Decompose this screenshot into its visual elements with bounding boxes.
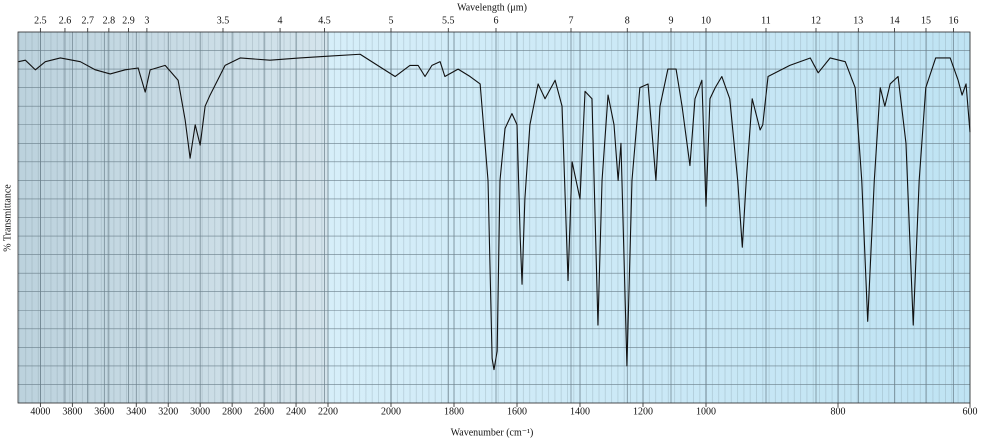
x-tick-label: 4000 <box>30 406 50 417</box>
x2-tick-label: 5.5 <box>442 15 455 26</box>
x-tick-label: 1200 <box>633 406 653 417</box>
x-tick-label: 3000 <box>190 406 210 417</box>
y-axis-title: % Transmittance <box>2 184 13 252</box>
x2-tick-label: 2.6 <box>59 15 72 26</box>
x2-tick-label: 3.5 <box>217 15 230 26</box>
x2-tick-label: 15 <box>921 15 931 26</box>
plot-frame <box>17 31 971 404</box>
x2-tick-label: 5 <box>389 15 394 26</box>
x-tick-label: 1600 <box>507 406 527 417</box>
x-tick-label: 1000 <box>696 406 716 417</box>
x-tick-label: 1800 <box>444 406 464 417</box>
x2-tick-label: 6 <box>494 15 499 26</box>
spectrum-line <box>18 53 971 371</box>
x2-tick-label: 2.9 <box>122 15 135 26</box>
labels: Wavelength (μm) Wavenumber (cm⁻¹) % Tran… <box>2 2 977 438</box>
x2-tick-label: 2.5 <box>34 15 47 26</box>
x-tick-label: 3600 <box>94 406 114 417</box>
x2-tick-label: 2.8 <box>103 15 116 26</box>
x-tick-label: 2400 <box>286 406 306 417</box>
x2-tick-label: 14 <box>890 15 900 26</box>
x2-tick-label: 16 <box>949 15 959 26</box>
x-tick-label: 3800 <box>62 406 82 417</box>
top-axis-title: Wavelength (μm) <box>457 2 527 13</box>
x-tick-label: 1400 <box>570 406 590 417</box>
x-axis-title: Wavenumber (cm⁻¹) <box>451 427 534 438</box>
x-tick-label: 2000 <box>381 406 401 417</box>
x2-tick-label: 8 <box>625 15 630 26</box>
x-tick-label: 3400 <box>126 406 146 417</box>
x2-tick-label: 9 <box>669 15 674 26</box>
x2-tick-label: 3 <box>144 15 149 26</box>
x2-tick-label: 7 <box>569 15 574 26</box>
x-tick-label: 2800 <box>222 406 242 417</box>
marks <box>18 53 971 371</box>
x2-tick-label: 13 <box>853 15 863 26</box>
x-tick-label: 2600 <box>254 406 274 417</box>
x2-tick-label: 11 <box>761 15 771 26</box>
x-tick-label: 800 <box>831 406 846 417</box>
x2-tick-label: 10 <box>701 15 711 26</box>
x2-tick-label: 12 <box>811 15 821 26</box>
x2-tick-label: 2.7 <box>81 15 94 26</box>
grid <box>17 28 971 407</box>
x2-tick-label: 4.5 <box>318 15 331 26</box>
x-tick-label: 3200 <box>158 406 178 417</box>
x-tick-label: 2200 <box>318 406 338 417</box>
x2-tick-label: 4 <box>278 15 283 26</box>
x-tick-label: 600 <box>963 406 978 417</box>
